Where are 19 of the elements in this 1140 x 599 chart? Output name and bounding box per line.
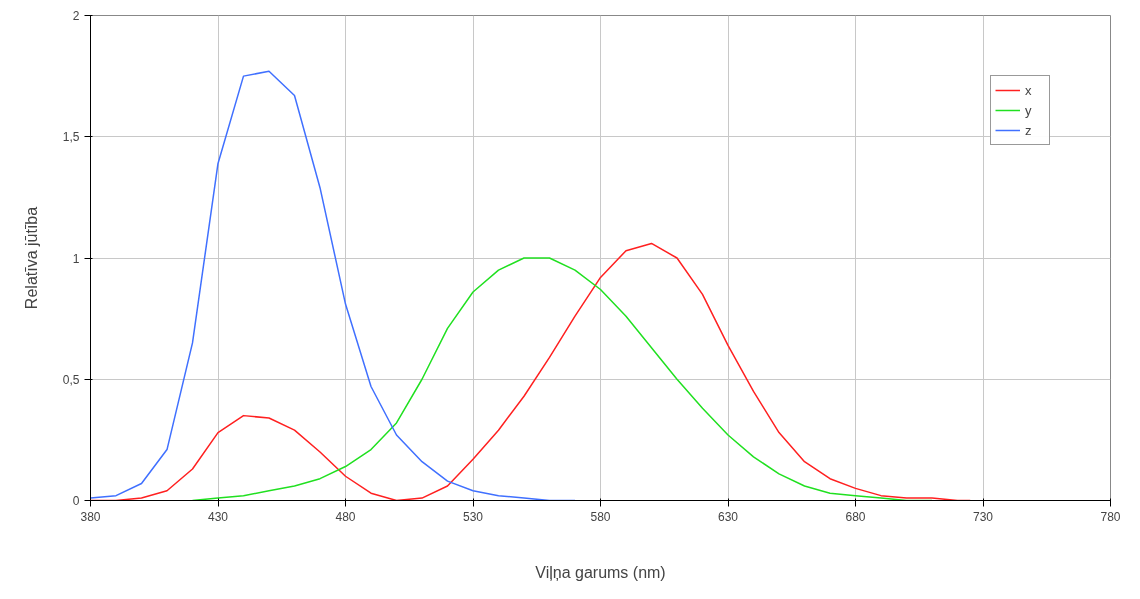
legend-label: x (1025, 82, 1033, 98)
y-tick-label: 0,5 (62, 372, 80, 387)
y-axis-title: Relatīva jūtība (22, 206, 40, 310)
x-tick-label: 630 (717, 509, 739, 524)
y-tick-label: 1,5 (62, 130, 80, 145)
x-axis-title: Viļņa garums (nm) (535, 563, 666, 581)
x-tick-label: 580 (590, 509, 611, 524)
x-tick-label: 380 (80, 509, 101, 524)
legend-label: z (1025, 122, 1033, 138)
x-tick-label: 430 (207, 509, 229, 524)
x-tick-label: 780 (1100, 509, 1121, 524)
legend-label: y (1025, 102, 1033, 118)
x-tick-label: 480 (335, 509, 356, 524)
y-tick-label: 0 (72, 494, 80, 508)
x-tick-label: 530 (462, 509, 484, 524)
y-tick-label: 2 (72, 9, 80, 23)
x-tick-label: 730 (972, 509, 994, 524)
y-tick-label: 1 (72, 251, 80, 266)
x-tick-label: 680 (845, 509, 866, 524)
